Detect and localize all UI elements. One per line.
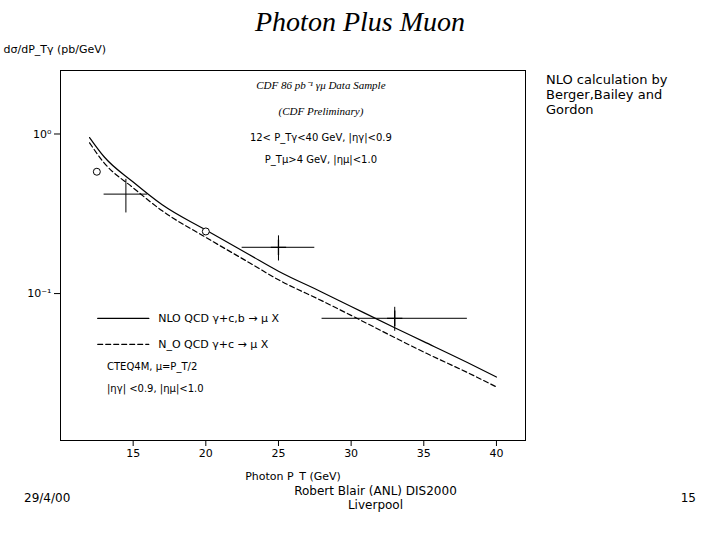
svg-text:10⁻¹: 10⁻¹ [27,287,51,300]
html-text:29/4/00: 29/4/00 [24,491,71,505]
svg-text:Photon P_T (GeV): Photon P_T (GeV) [245,470,341,483]
svg-text:35: 35 [417,447,431,460]
svg-text:10⁰: 10⁰ [33,128,52,141]
svg-text:CTEQ4M, μ=P_T/2: CTEQ4M, μ=P_T/2 [107,361,197,373]
svg-text:CDF 86 pb⁻¹ γμ Data Sample: CDF 86 pb⁻¹ γμ Data Sample [256,79,385,91]
svg-text:|ηγ| <0.9, |ημ|<1.0: |ηγ| <0.9, |ημ|<1.0 [107,383,204,395]
svg-text:40: 40 [489,447,503,460]
svg-text:12< P_Tγ<40 GeV, |ηγ|<0.9: 12< P_Tγ<40 GeV, |ηγ|<0.9 [250,132,392,144]
svg-text:NLO QCD γ+c,b → μ X: NLO QCD γ+c,b → μ X [158,312,279,325]
svg-text:15: 15 [126,447,140,460]
svg-text:dσ/dP_Tγ (pb/GeV): dσ/dP_Tγ (pb/GeV) [4,43,107,56]
svg-text:30: 30 [344,447,358,460]
html-text:Photon Plus Muon: Photon Plus Muon [255,6,465,37]
svg-text:N_O QCD γ+c → μ X: N_O QCD γ+c → μ X [158,338,269,351]
html-text:NLO calculation by Berger,Bail: NLO calculation by Berger,Bailey and Gor… [546,72,668,117]
svg-text:20: 20 [199,447,213,460]
html-text:15: 15 [680,491,696,505]
svg-text:P_Tμ>4 GeV, |ημ|<1.0: P_Tμ>4 GeV, |ημ|<1.0 [265,154,377,166]
svg-text:25: 25 [271,447,285,460]
html-text:Liverpool: Liverpool [347,498,403,512]
html-text:Robert Blair (ANL) DIS2000: Robert Blair (ANL) DIS2000 [294,484,457,498]
svg-text:(CDF Preliminary): (CDF Preliminary) [278,105,363,118]
